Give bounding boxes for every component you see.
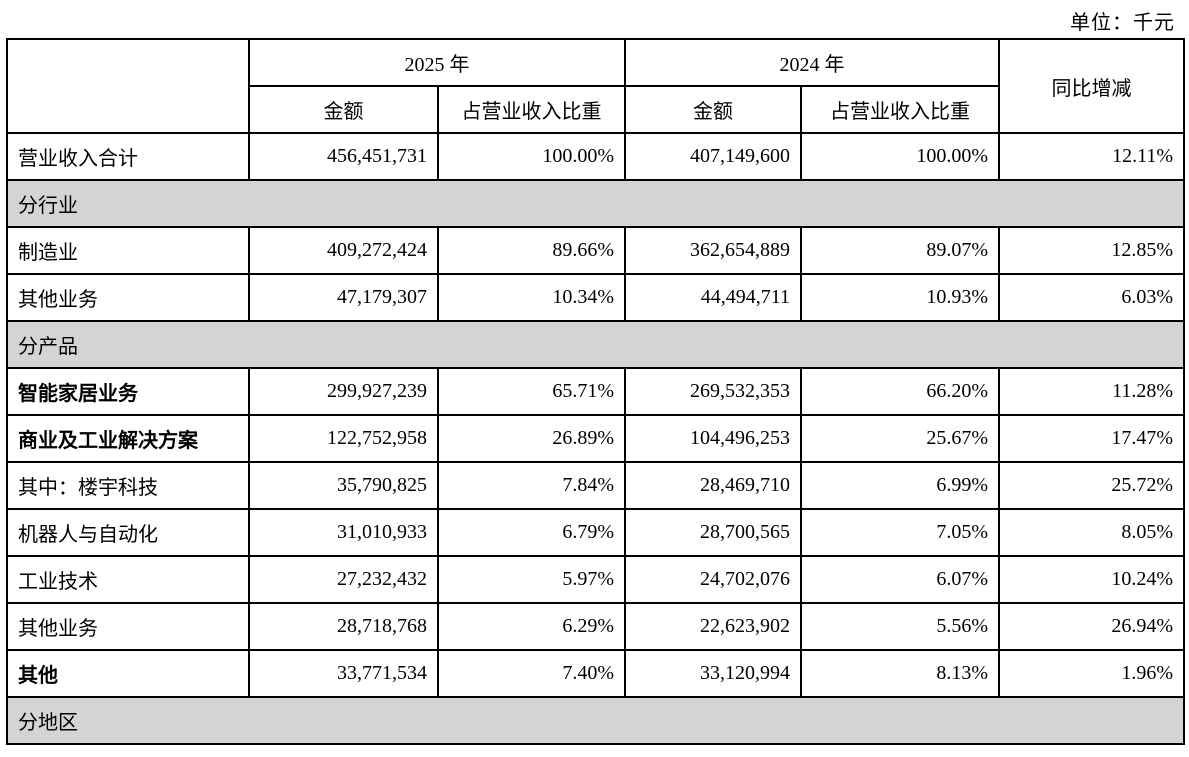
amount-2024: 104,496,253 xyxy=(624,414,802,463)
row-label: 其他 xyxy=(6,649,250,698)
header-yoy: 同比增减 xyxy=(998,38,1185,134)
pct-2024: 66.20% xyxy=(800,367,1000,416)
table-row: 其中：楼宇科技 35,790,825 7.84% 28,469,710 6.99… xyxy=(6,461,1185,510)
amount-2025: 35,790,825 xyxy=(248,461,439,510)
table-row: 商业及工业解决方案 122,752,958 26.89% 104,496,253… xyxy=(6,414,1185,463)
pct-2024: 89.07% xyxy=(800,226,1000,275)
header-amount-2025: 金额 xyxy=(248,85,439,134)
yoy-value: 26.94% xyxy=(998,602,1185,651)
section-label: 分地区 xyxy=(6,696,1185,745)
header-amount-2024: 金额 xyxy=(624,85,802,134)
yoy-value: 10.24% xyxy=(998,555,1185,604)
section-label: 分产品 xyxy=(6,320,1185,369)
amount-2024: 28,700,565 xyxy=(624,508,802,557)
yoy-value: 25.72% xyxy=(998,461,1185,510)
table-row: 其他 33,771,534 7.40% 33,120,994 8.13% 1.9… xyxy=(6,649,1185,698)
pct-2024: 6.07% xyxy=(800,555,1000,604)
amount-2024: 28,469,710 xyxy=(624,461,802,510)
yoy-value: 11.28% xyxy=(998,367,1185,416)
amount-2024: 22,623,902 xyxy=(624,602,802,651)
amount-2025: 409,272,424 xyxy=(248,226,439,275)
unit-label: 单位：千元 xyxy=(1070,12,1175,34)
section-row-region: 分地区 xyxy=(6,696,1185,745)
table-row: 其他业务 47,179,307 10.34% 44,494,711 10.93%… xyxy=(6,273,1185,322)
row-label: 机器人与自动化 xyxy=(6,508,250,557)
pct-2024: 7.05% xyxy=(800,508,1000,557)
header-year-2025: 2025 年 xyxy=(248,38,626,87)
yoy-value: 12.11% xyxy=(998,132,1185,181)
yoy-value: 8.05% xyxy=(998,508,1185,557)
row-label: 制造业 xyxy=(6,226,250,275)
table-row: 制造业 409,272,424 89.66% 362,654,889 89.07… xyxy=(6,226,1185,275)
pct-2025: 26.89% xyxy=(437,414,626,463)
pct-2025: 89.66% xyxy=(437,226,626,275)
yoy-value: 1.96% xyxy=(998,649,1185,698)
amount-2024: 362,654,889 xyxy=(624,226,802,275)
row-label: 其他业务 xyxy=(6,273,250,322)
section-label: 分行业 xyxy=(6,179,1185,228)
pct-2025: 7.40% xyxy=(437,649,626,698)
row-label: 其他业务 xyxy=(6,602,250,651)
section-row-industry: 分行业 xyxy=(6,179,1185,228)
pct-2025: 10.34% xyxy=(437,273,626,322)
pct-2024: 100.00% xyxy=(800,132,1000,181)
yoy-value: 17.47% xyxy=(998,414,1185,463)
table-row: 工业技术 27,232,432 5.97% 24,702,076 6.07% 1… xyxy=(6,555,1185,604)
amount-2025: 299,927,239 xyxy=(248,367,439,416)
amount-2024: 24,702,076 xyxy=(624,555,802,604)
pct-2025: 7.84% xyxy=(437,461,626,510)
pct-2025: 6.79% xyxy=(437,508,626,557)
header-row-years: 2025 年 2024 年 同比增减 xyxy=(6,38,1185,134)
amount-2024: 407,149,600 xyxy=(624,132,802,181)
pct-2024: 5.56% xyxy=(800,602,1000,651)
pct-2025: 100.00% xyxy=(437,132,626,181)
header-year-2024: 2024 年 xyxy=(624,38,1000,87)
amount-2025: 456,451,731 xyxy=(248,132,439,181)
corner-cell xyxy=(6,38,250,134)
section-row-product: 分产品 xyxy=(6,320,1185,369)
row-label: 工业技术 xyxy=(6,555,250,604)
header-pct-2024: 占营业收入比重 xyxy=(800,85,1000,134)
amount-2024: 44,494,711 xyxy=(624,273,802,322)
yoy-value: 12.85% xyxy=(998,226,1185,275)
revenue-breakdown-table: 2025 年 2024 年 同比增减 金额 占营业收入比重 金额 占营业收入比重… xyxy=(6,38,1185,745)
table-row: 机器人与自动化 31,010,933 6.79% 28,700,565 7.05… xyxy=(6,508,1185,557)
amount-2025: 33,771,534 xyxy=(248,649,439,698)
yoy-value: 6.03% xyxy=(998,273,1185,322)
pct-2024: 25.67% xyxy=(800,414,1000,463)
pct-2025: 6.29% xyxy=(437,602,626,651)
amount-2025: 31,010,933 xyxy=(248,508,439,557)
amount-2025: 122,752,958 xyxy=(248,414,439,463)
pct-2025: 65.71% xyxy=(437,367,626,416)
pct-2024: 6.99% xyxy=(800,461,1000,510)
pct-2025: 5.97% xyxy=(437,555,626,604)
row-label: 智能家居业务 xyxy=(6,367,250,416)
table-row: 其他业务 28,718,768 6.29% 22,623,902 5.56% 2… xyxy=(6,602,1185,651)
row-label: 其中：楼宇科技 xyxy=(6,461,250,510)
amount-2024: 33,120,994 xyxy=(624,649,802,698)
header-pct-2025: 占营业收入比重 xyxy=(437,85,626,134)
amount-2025: 27,232,432 xyxy=(248,555,439,604)
amount-2025: 47,179,307 xyxy=(248,273,439,322)
pct-2024: 8.13% xyxy=(800,649,1000,698)
row-label: 营业收入合计 xyxy=(6,132,250,181)
table-row: 智能家居业务 299,927,239 65.71% 269,532,353 66… xyxy=(6,367,1185,416)
row-label: 商业及工业解决方案 xyxy=(6,414,250,463)
pct-2024: 10.93% xyxy=(800,273,1000,322)
amount-2024: 269,532,353 xyxy=(624,367,802,416)
header-row-measures: 金额 占营业收入比重 金额 占营业收入比重 xyxy=(7,85,1184,134)
amount-2025: 28,718,768 xyxy=(248,602,439,651)
table-row-total: 营业收入合计 456,451,731 100.00% 407,149,600 1… xyxy=(6,132,1185,181)
